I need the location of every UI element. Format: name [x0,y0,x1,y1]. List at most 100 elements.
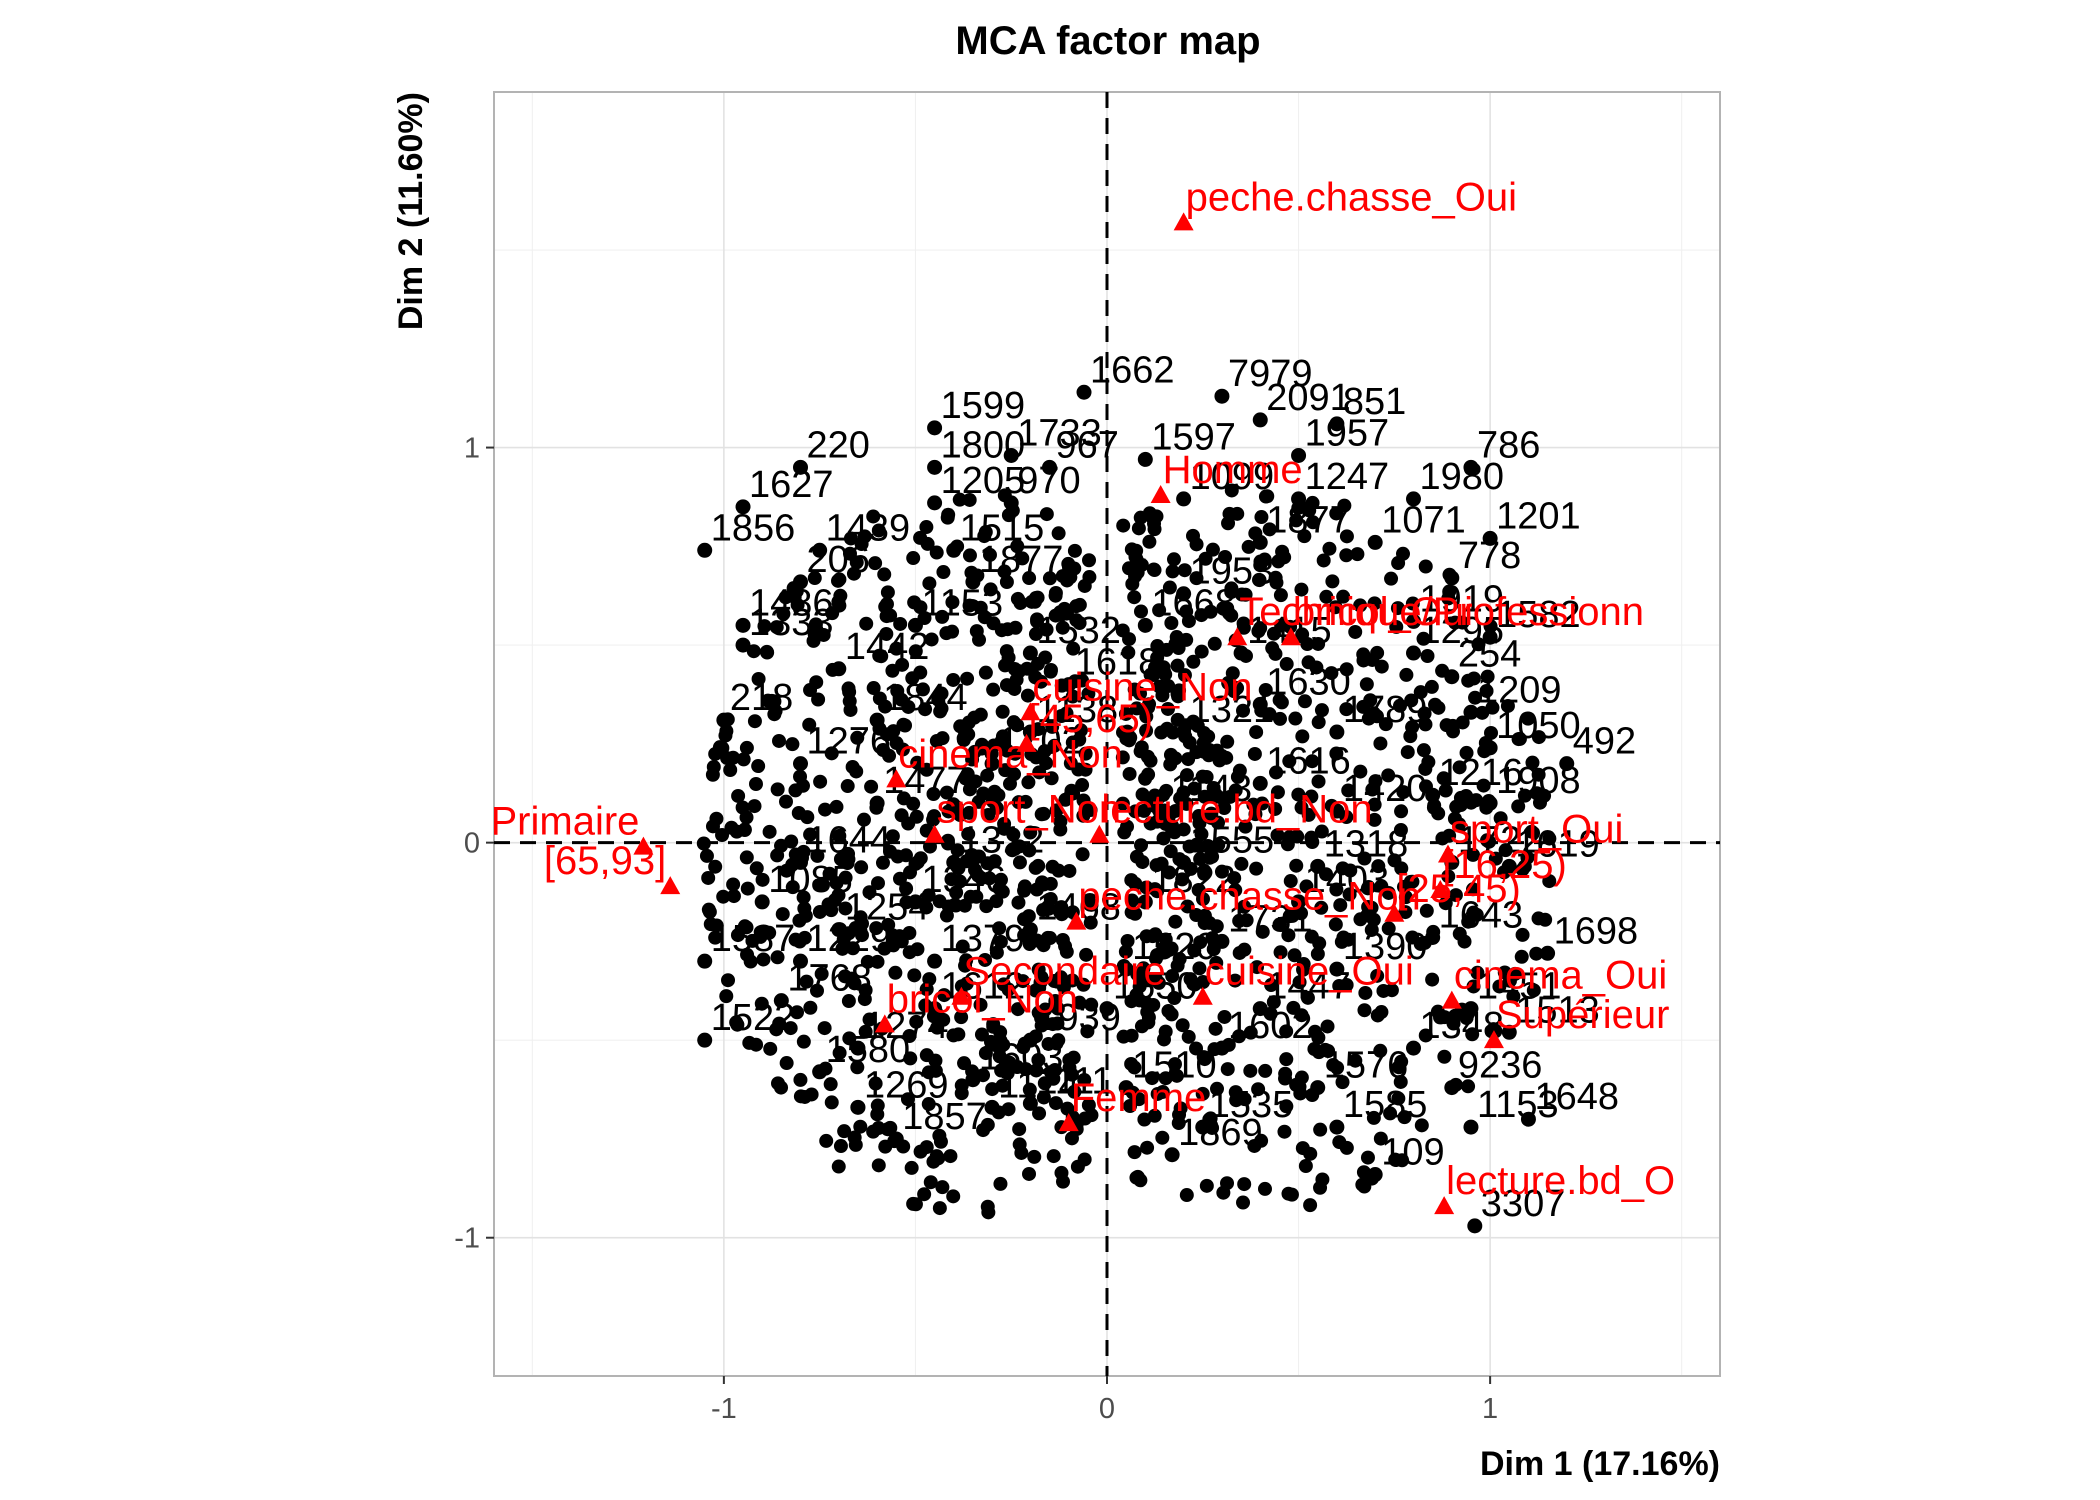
individual-dot [932,1201,947,1216]
individual-dot [871,1121,886,1136]
individual-dot [858,983,873,998]
individual-dot [1062,863,1077,878]
individual-dot [1165,969,1180,984]
individual-dot [1367,596,1382,611]
individual-dot [737,919,752,934]
individual-dot [1249,725,1264,740]
individual-dot [1078,762,1093,777]
individual-dot [1211,837,1226,852]
individual-dot [881,917,896,932]
individual-dot [1034,1018,1049,1033]
individual-label: 1071 [1381,499,1466,541]
individual-dot [1270,828,1285,843]
individual-dot [966,852,981,867]
individual-dot [1162,865,1177,880]
individual-dot [1158,816,1173,831]
individual-dot [892,871,907,886]
individual-dot [1162,580,1177,595]
individual-dot [787,590,802,605]
individual-dot [1301,807,1316,822]
individual-dot [1054,709,1069,724]
individual-point [1176,724,1192,740]
individual-dot [1237,1177,1252,1192]
individual-dot [793,1089,808,1104]
individual-dot [1210,1081,1225,1096]
individual-dot [1053,905,1068,920]
individual-dot [1039,507,1054,522]
individual-dot [803,1000,818,1015]
individual-point [1022,922,1038,938]
individual-point [907,617,923,633]
individual-dot [1196,974,1211,989]
individual-dot [1274,695,1289,710]
individual-dot [1122,766,1137,781]
individual-dot [1232,1029,1247,1044]
individual-dot [1424,679,1439,694]
individual-dot [1310,947,1325,962]
individual-point [1482,530,1498,546]
individual-dot [1288,711,1303,726]
individual-dot [1046,1149,1061,1164]
individual-dot [833,1139,848,1154]
individual-dot [886,724,901,739]
individual-dot [824,903,839,918]
individual-label: 1980 [1420,456,1505,498]
individual-dot [1404,693,1419,708]
individual-dot [1077,578,1092,593]
individual-dot [747,799,762,814]
individual-dot [785,880,800,895]
individual-dot [1343,863,1358,878]
individual-dot [843,531,858,546]
individual-dot [1538,912,1553,927]
individual-point [812,1064,828,1080]
individual-label: 1153 [1477,1084,1559,1126]
individual-dot [882,748,897,763]
individual-dot [908,644,923,659]
individual-dot [1230,506,1245,521]
individual-dot [1133,686,1148,701]
individual-dot [1393,1074,1408,1089]
individual-dot [757,619,772,634]
individual-dot [1166,552,1181,567]
individual-dot [1084,997,1099,1012]
individual-dot [1045,859,1060,874]
individual-dot [1189,1041,1204,1056]
individual-dot [1281,928,1296,943]
individual-dot [877,567,892,582]
individual-label: 1346 [921,859,1006,901]
individual-dot [1022,937,1037,952]
individual-dot [913,530,928,545]
individual-dot [1022,1082,1037,1097]
individual-dot [998,658,1013,673]
individual-point [1329,1119,1345,1135]
individual-dot [751,672,766,687]
individual-dot [1186,654,1201,669]
individual-dot [1336,589,1351,604]
individual-dot [1526,983,1541,998]
individual-dot [983,582,998,597]
individual-dot [943,1149,958,1164]
individual-dot [843,702,858,717]
individual-dot [1146,562,1161,577]
individual-label: 1318 [1324,823,1409,865]
individual-dot [1137,803,1152,818]
individual-dot [957,898,972,913]
individual-dot [1524,824,1539,839]
individual-dot [1417,706,1432,721]
individual-dot [1313,1122,1328,1137]
individual-point [927,953,943,969]
individual-dot [1428,697,1443,712]
individual-dot [1413,685,1428,700]
individual-dot [1483,619,1498,634]
individual-dot [776,606,791,621]
individual-dot [1305,515,1320,530]
category-label: Femme [1071,1076,1207,1120]
individual-dot [1355,1177,1370,1192]
individual-cloud [696,483,1557,1220]
individual-dot [1072,732,1087,747]
individual-point [850,1040,866,1056]
individual-dot [1234,587,1249,602]
individual-dot [945,595,960,610]
individual-label: 1919 [1420,578,1505,620]
individual-dot [1156,1032,1171,1047]
